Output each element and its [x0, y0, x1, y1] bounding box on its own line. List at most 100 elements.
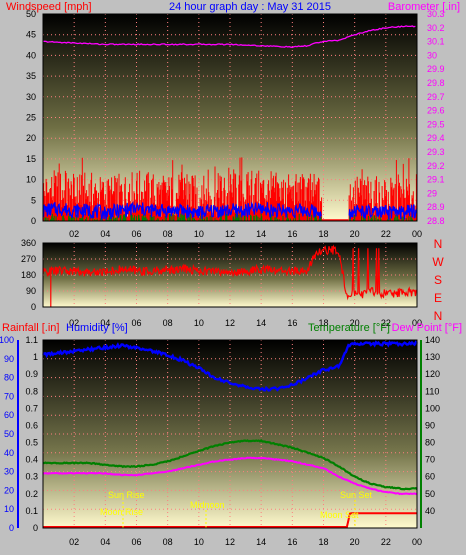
temp-grid [43, 340, 417, 528]
wind-ytick: 35 [26, 71, 36, 81]
moonrise-label: Moon Rise [100, 507, 143, 517]
baro-ytick: 29.5 [427, 119, 445, 129]
baro-ytick: 29.3 [427, 147, 445, 157]
humidity-ytick: 70 [4, 391, 14, 401]
temp-ytick: 80 [425, 438, 435, 448]
sunset-label: Sun Set [340, 490, 373, 500]
temperature-axis-label: Temperature [°F] [308, 322, 390, 334]
baro-ytick: 28.8 [427, 216, 445, 226]
humidity-ytick: 60 [4, 410, 14, 420]
wind-ytick: 5 [31, 195, 36, 205]
windspeed-axis-label: Windspeed [mph] [6, 1, 92, 13]
direction-grid [43, 243, 417, 307]
graph-title: 24 hour graph day : May 31 2015 [169, 1, 331, 13]
wind-xtick: 04 [100, 229, 110, 239]
wind-xtick: 06 [131, 229, 141, 239]
humidity-ytick: 0 [9, 523, 14, 533]
temp-xtick: 12 [225, 537, 235, 547]
baro-ytick: 29.6 [427, 106, 445, 116]
wind-xtick: 12 [225, 229, 235, 239]
moonset-label: Moon Set [320, 510, 359, 520]
rain-ytick: 0.4 [25, 455, 38, 465]
temp-ytick: 70 [425, 455, 435, 465]
wind-xtick: 20 [350, 229, 360, 239]
direction-xtick: 22 [381, 318, 391, 328]
wind-ytick: 10 [26, 175, 36, 185]
temp-ytick: 90 [425, 420, 435, 430]
wind-ytick: 25 [26, 113, 36, 123]
rain-ytick: 0.5 [25, 438, 38, 448]
direction-xtick: 12 [225, 318, 235, 328]
temp-panel-border [42, 339, 418, 529]
temp-series [42, 340, 418, 528]
baro-ytick: 30 [427, 50, 437, 60]
wind-ytick: 50 [26, 9, 36, 19]
rain-ytick: 0.6 [25, 420, 38, 430]
solar-noon-label: Midnoon [190, 500, 225, 510]
temp-xtick: 08 [163, 537, 173, 547]
wind-ytick: 45 [26, 30, 36, 40]
baro-ytick: 28.9 [427, 202, 445, 212]
rain-ytick: 0.7 [25, 403, 38, 413]
direction-ytick: 90 [26, 286, 36, 296]
wind-xtick: 18 [318, 229, 328, 239]
rain-ytick: 0 [33, 523, 38, 533]
barometer-series [42, 25, 416, 49]
compass-label: S [434, 273, 442, 287]
direction-xtick: 08 [163, 318, 173, 328]
temp-ytick: 110 [425, 386, 439, 396]
dewpoint-axis-label: Dew Point [°F] [392, 322, 462, 334]
humidity-ytick: 80 [4, 373, 14, 383]
temp-xtick: 14 [256, 537, 266, 547]
direction-xtick: 06 [131, 318, 141, 328]
rainfall-axis-label: Rainfall [.in] [2, 322, 59, 334]
rain-ytick: 0.9 [25, 369, 38, 379]
humidity-ytick: 100 [0, 335, 14, 345]
rain-ytick: 0.1 [25, 506, 38, 516]
temp-xtick: 22 [381, 537, 391, 547]
rainfall-series [43, 512, 417, 528]
humidity-series [42, 340, 418, 392]
temp-xtick: 02 [69, 537, 79, 547]
baro-ytick: 30.3 [427, 9, 445, 19]
humidity-ytick: 20 [4, 485, 14, 495]
direction-xtick: 16 [287, 318, 297, 328]
wind-xtick: 08 [163, 229, 173, 239]
direction-panel-border [42, 242, 418, 308]
baro-ytick: 29.1 [427, 175, 445, 185]
temp-xtick: 18 [318, 537, 328, 547]
temp-xtick: 20 [350, 537, 360, 547]
wind-ytick: 30 [26, 92, 36, 102]
temp-ytick: 40 [425, 506, 435, 516]
baro-ytick: 30.1 [427, 37, 445, 47]
direction-ytick: 360 [21, 238, 36, 248]
wind-xtick: 16 [287, 229, 297, 239]
humidity-axis-label: Humidity [%] [66, 322, 128, 334]
direction-xtick: 00 [412, 318, 422, 328]
wind-xtick: 14 [256, 229, 266, 239]
temp-ytick: 130 [425, 352, 440, 362]
baro-ytick: 30.2 [427, 23, 445, 33]
humidity-ytick: 40 [4, 448, 14, 458]
temp-ytick: 140 [425, 335, 440, 345]
temp-xtick: 00 [412, 537, 422, 547]
temp-ytick: 120 [425, 369, 440, 379]
wind-ytick: 15 [26, 154, 36, 164]
direction-xtick: 18 [318, 318, 328, 328]
temperature-series [42, 438, 418, 491]
wind-average-series [42, 200, 418, 221]
humidity-ytick: 10 [4, 504, 14, 514]
baro-ytick: 29.8 [427, 78, 445, 88]
baro-ytick: 29.7 [427, 92, 445, 102]
compass-label: E [434, 291, 442, 305]
direction-ytick: 180 [21, 270, 36, 280]
rain-ytick: 1 [33, 352, 38, 362]
temp-xtick: 16 [287, 537, 297, 547]
barometer-axis-label: Barometer [.in] [388, 1, 460, 13]
wind-xtick: 10 [194, 229, 204, 239]
rain-ytick: 0.8 [25, 386, 38, 396]
compass-label: W [432, 255, 444, 269]
temp-xtick: 06 [131, 537, 141, 547]
